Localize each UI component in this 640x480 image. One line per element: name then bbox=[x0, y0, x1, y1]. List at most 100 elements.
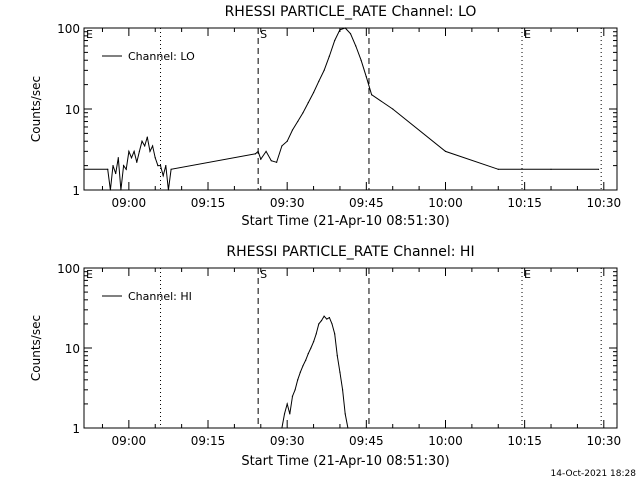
data-point bbox=[318, 323, 320, 325]
data-point bbox=[157, 165, 159, 167]
data-point bbox=[305, 359, 307, 361]
y-tick-label: 100 bbox=[57, 262, 80, 276]
data-point bbox=[281, 145, 283, 147]
data-point bbox=[170, 168, 172, 170]
data-point bbox=[257, 150, 259, 152]
marker-label: E bbox=[86, 28, 93, 41]
data-point bbox=[334, 333, 336, 335]
data-point bbox=[312, 341, 315, 343]
x-tick-label: 10:15 bbox=[507, 196, 542, 210]
data-point bbox=[336, 355, 338, 357]
footer-timestamp: 14-Oct-2021 18:28 bbox=[551, 469, 637, 479]
data-point bbox=[141, 140, 143, 142]
data-point bbox=[291, 395, 294, 397]
data-point bbox=[122, 165, 125, 167]
marker-label: S bbox=[260, 268, 267, 281]
data-point bbox=[392, 108, 394, 110]
x-tick-label: 10:30 bbox=[587, 196, 622, 210]
data-point bbox=[318, 80, 320, 82]
data-point bbox=[109, 189, 111, 191]
data-point bbox=[270, 160, 272, 162]
data-point bbox=[328, 55, 330, 57]
x-tick-label: 10:15 bbox=[507, 434, 542, 448]
y-tick-label: 100 bbox=[57, 22, 80, 36]
data-point bbox=[444, 150, 447, 152]
marker-label: S bbox=[260, 28, 267, 41]
chart-panel-2: RHESSI PARTICLE_RATE Channel: HI 1 10 100 Co… bbox=[29, 244, 621, 469]
data-point bbox=[286, 403, 288, 405]
x-tick-label: 09:30 bbox=[270, 434, 305, 448]
data-point bbox=[344, 413, 346, 415]
data-point bbox=[349, 33, 352, 35]
data-point bbox=[130, 157, 133, 159]
data-point bbox=[265, 150, 267, 152]
data-point bbox=[299, 371, 301, 373]
data-point bbox=[297, 120, 299, 123]
y-tick-label: 1 bbox=[72, 422, 80, 436]
chart-panel-1: RHESSI PARTICLE_RATE Channel: LO 1 10 100 Co… bbox=[29, 4, 621, 229]
data-point bbox=[307, 101, 309, 104]
data-point bbox=[128, 150, 130, 152]
data-point bbox=[83, 168, 85, 170]
data-point bbox=[328, 316, 330, 319]
chart-title: RHESSI PARTICLE_RATE Channel: LO bbox=[225, 4, 477, 20]
marker-label: E bbox=[86, 268, 93, 281]
y-tick-label: 10 bbox=[65, 103, 80, 117]
data-point bbox=[315, 333, 317, 335]
data-point bbox=[597, 168, 600, 170]
data-point bbox=[159, 165, 162, 167]
x-tick-label: 10:30 bbox=[587, 434, 622, 448]
data-point bbox=[133, 150, 135, 152]
data-point bbox=[120, 189, 122, 191]
data-point bbox=[115, 172, 117, 175]
chart-title: RHESSI PARTICLE_RATE Channel: HI bbox=[226, 244, 474, 260]
y-axis-label: Counts/sec bbox=[29, 315, 43, 381]
data-point bbox=[162, 175, 164, 177]
data-point bbox=[339, 371, 341, 373]
data-point bbox=[281, 427, 283, 429]
data-point bbox=[307, 353, 309, 355]
data-point bbox=[291, 129, 294, 131]
x-tick-label: 09:15 bbox=[191, 434, 226, 448]
data-point bbox=[497, 168, 499, 170]
data-point bbox=[152, 145, 154, 147]
x-tick-label: 10:00 bbox=[428, 196, 463, 210]
data-point bbox=[260, 158, 262, 160]
x-tick-label: 09:15 bbox=[191, 196, 226, 210]
marker-label: E bbox=[524, 28, 531, 41]
data-point bbox=[320, 320, 323, 322]
data-point bbox=[302, 112, 304, 114]
y-axis-label: Counts/sec bbox=[29, 76, 43, 142]
data-point bbox=[323, 69, 325, 71]
data-point bbox=[550, 168, 552, 170]
data-point bbox=[334, 39, 336, 42]
x-tick-label: 10:00 bbox=[428, 434, 463, 448]
data-point bbox=[154, 157, 156, 159]
data-point bbox=[276, 161, 278, 163]
y-tick-label: 10 bbox=[65, 342, 80, 356]
data-point bbox=[283, 413, 286, 415]
data-point bbox=[112, 165, 114, 167]
data-point bbox=[302, 365, 304, 367]
data-point bbox=[165, 165, 167, 167]
data-point bbox=[294, 389, 296, 391]
data-point bbox=[144, 145, 146, 147]
y-tick-label: 1 bbox=[72, 184, 80, 198]
x-tick-label: 09:45 bbox=[349, 196, 384, 210]
data-point bbox=[167, 189, 170, 191]
x-tick-label: 09:30 bbox=[270, 196, 305, 210]
data-point bbox=[107, 168, 109, 170]
data-point bbox=[347, 427, 349, 429]
x-axis-label: Start Time (21-Apr-10 08:51:30) bbox=[241, 214, 449, 229]
data-point bbox=[286, 140, 288, 142]
data-point bbox=[326, 318, 328, 320]
x-tick-label: 09:45 bbox=[349, 434, 384, 448]
data-point bbox=[355, 45, 357, 47]
x-tick-label: 09:00 bbox=[112, 196, 147, 210]
legend-label: Channel: LO bbox=[128, 50, 195, 63]
data-point bbox=[365, 76, 367, 78]
marker-label: E bbox=[524, 268, 531, 281]
data-point bbox=[310, 347, 312, 349]
data-point bbox=[138, 150, 141, 152]
